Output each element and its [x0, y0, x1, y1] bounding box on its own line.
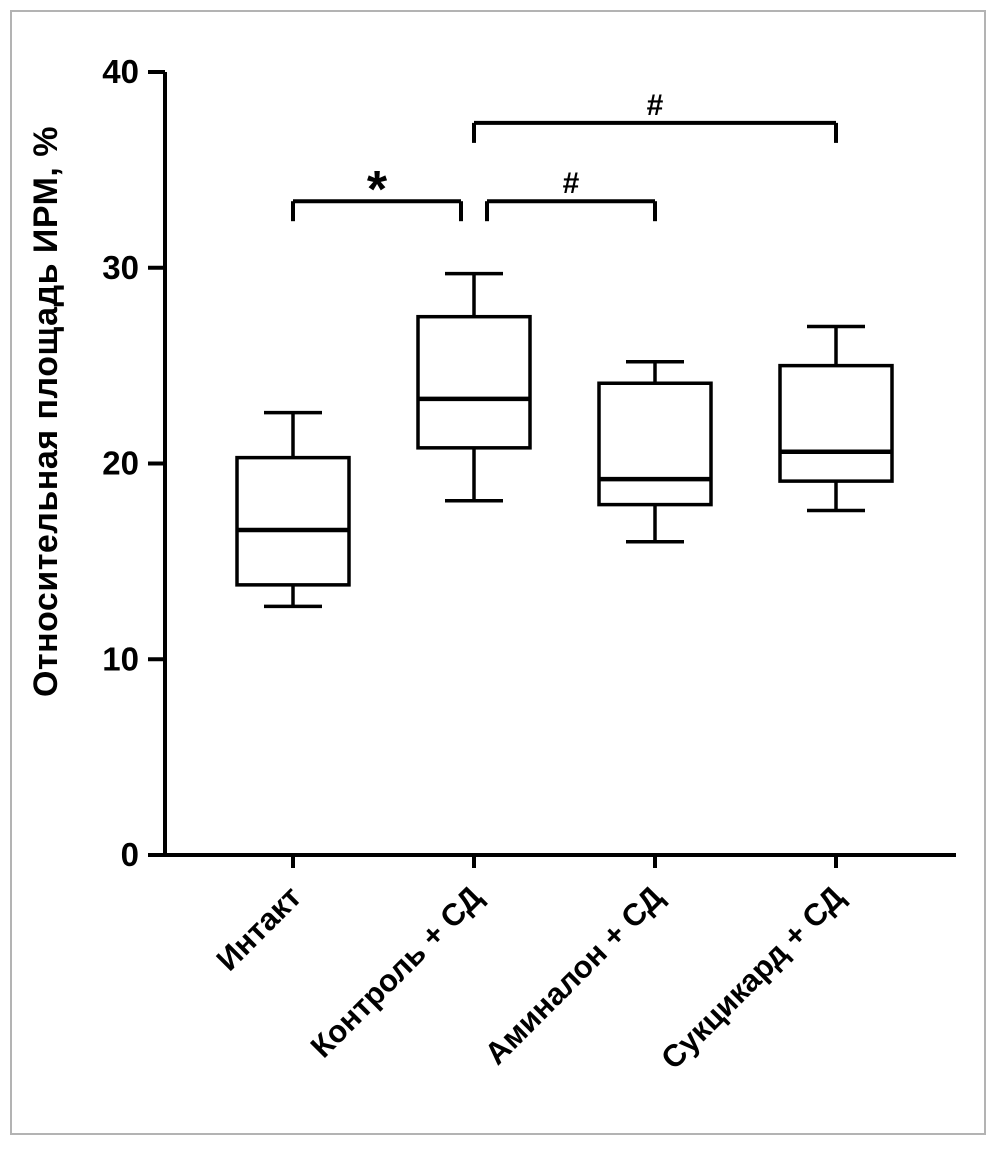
iqr-box	[778, 363, 894, 483]
iqr-box	[235, 455, 351, 587]
iqr-box	[597, 381, 713, 507]
y-tick-label: 10	[102, 640, 139, 677]
significance-label: #	[563, 167, 580, 200]
x-category-label: Интакт	[210, 879, 308, 977]
significance-label: #	[647, 89, 664, 122]
y-tick-label: 20	[102, 445, 139, 482]
y-tick-label: 40	[102, 53, 139, 90]
iqr-box	[416, 314, 532, 450]
figure-frame: 0 10 20 30 40 Интакт Контроль + СД Аминалон + С…	[10, 10, 986, 1135]
x-category-label: Сукцикард + СД	[654, 879, 851, 1076]
y-axis-title: Относительная площадь ИРМ, %	[27, 126, 65, 697]
x-category-label: Контроль + СД	[304, 879, 489, 1064]
x-category-label: Аминалон + СД	[478, 879, 670, 1071]
y-tick-label: 30	[102, 249, 139, 286]
y-tick-label: 0	[121, 836, 139, 873]
significance-label: *	[367, 161, 388, 219]
